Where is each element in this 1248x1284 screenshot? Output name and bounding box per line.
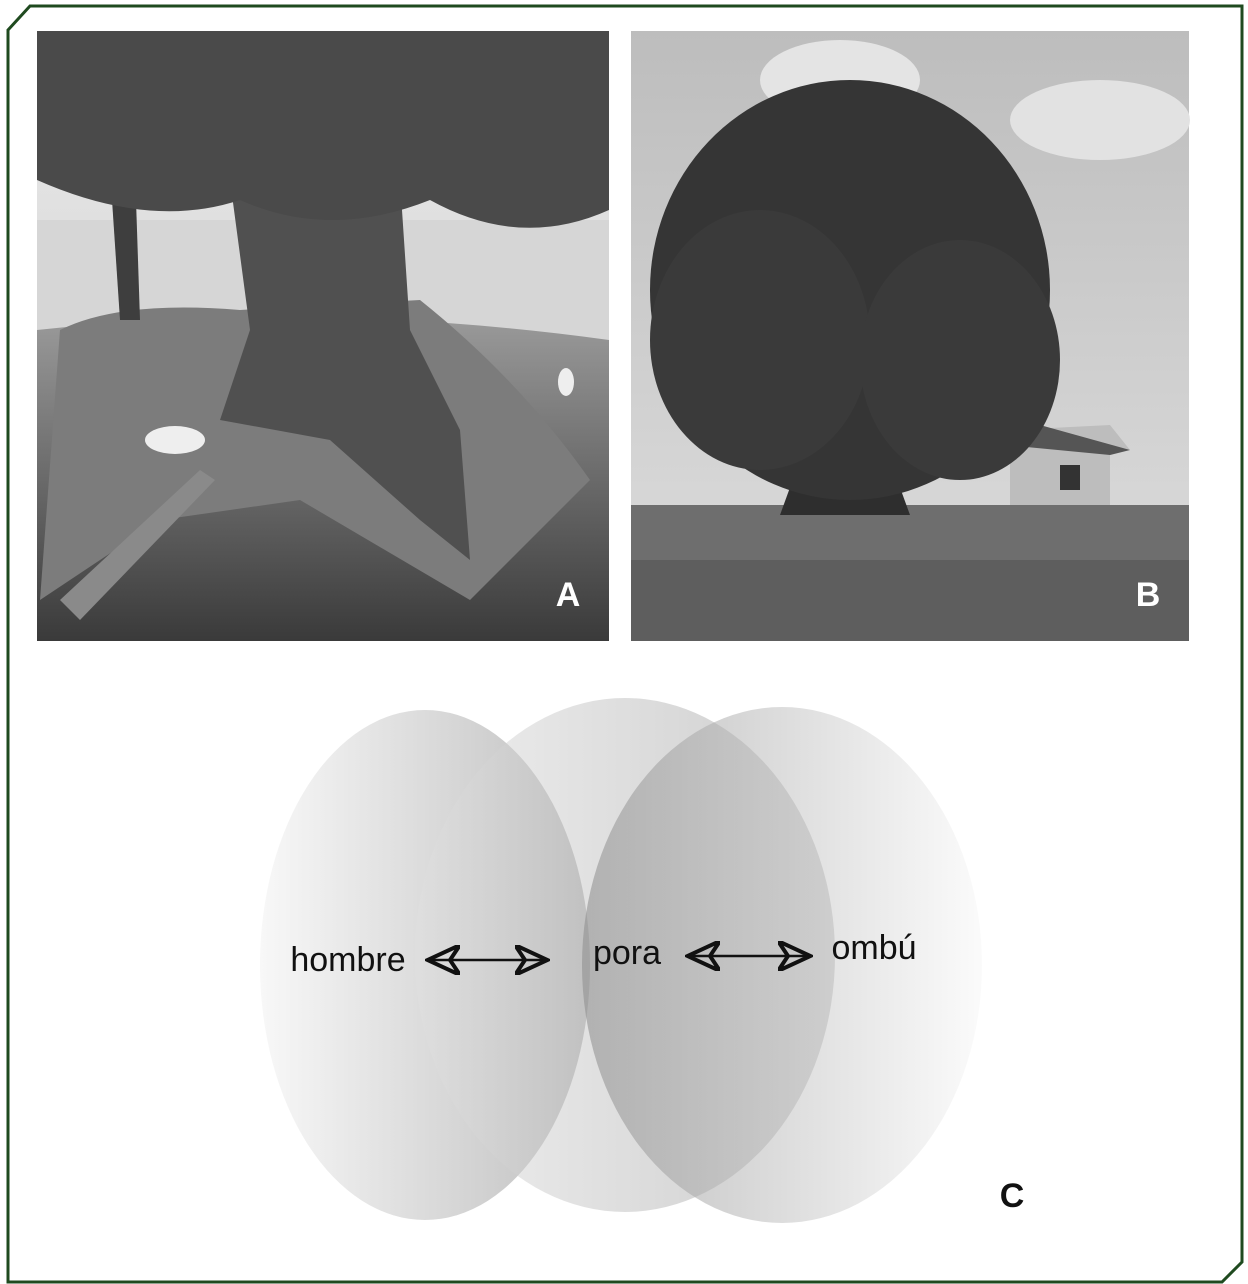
term: ombú xyxy=(831,929,916,967)
term: hombre xyxy=(290,941,405,979)
panel-label: B xyxy=(1136,576,1161,614)
photo-a: A xyxy=(37,31,609,641)
photo-b: B xyxy=(631,31,1190,641)
frame xyxy=(6,4,1244,1284)
panel-label: C xyxy=(1000,1177,1025,1215)
term: pora xyxy=(593,934,661,972)
venn: hombre pora ombú C xyxy=(260,698,1024,1223)
panel-label: A xyxy=(556,576,581,614)
